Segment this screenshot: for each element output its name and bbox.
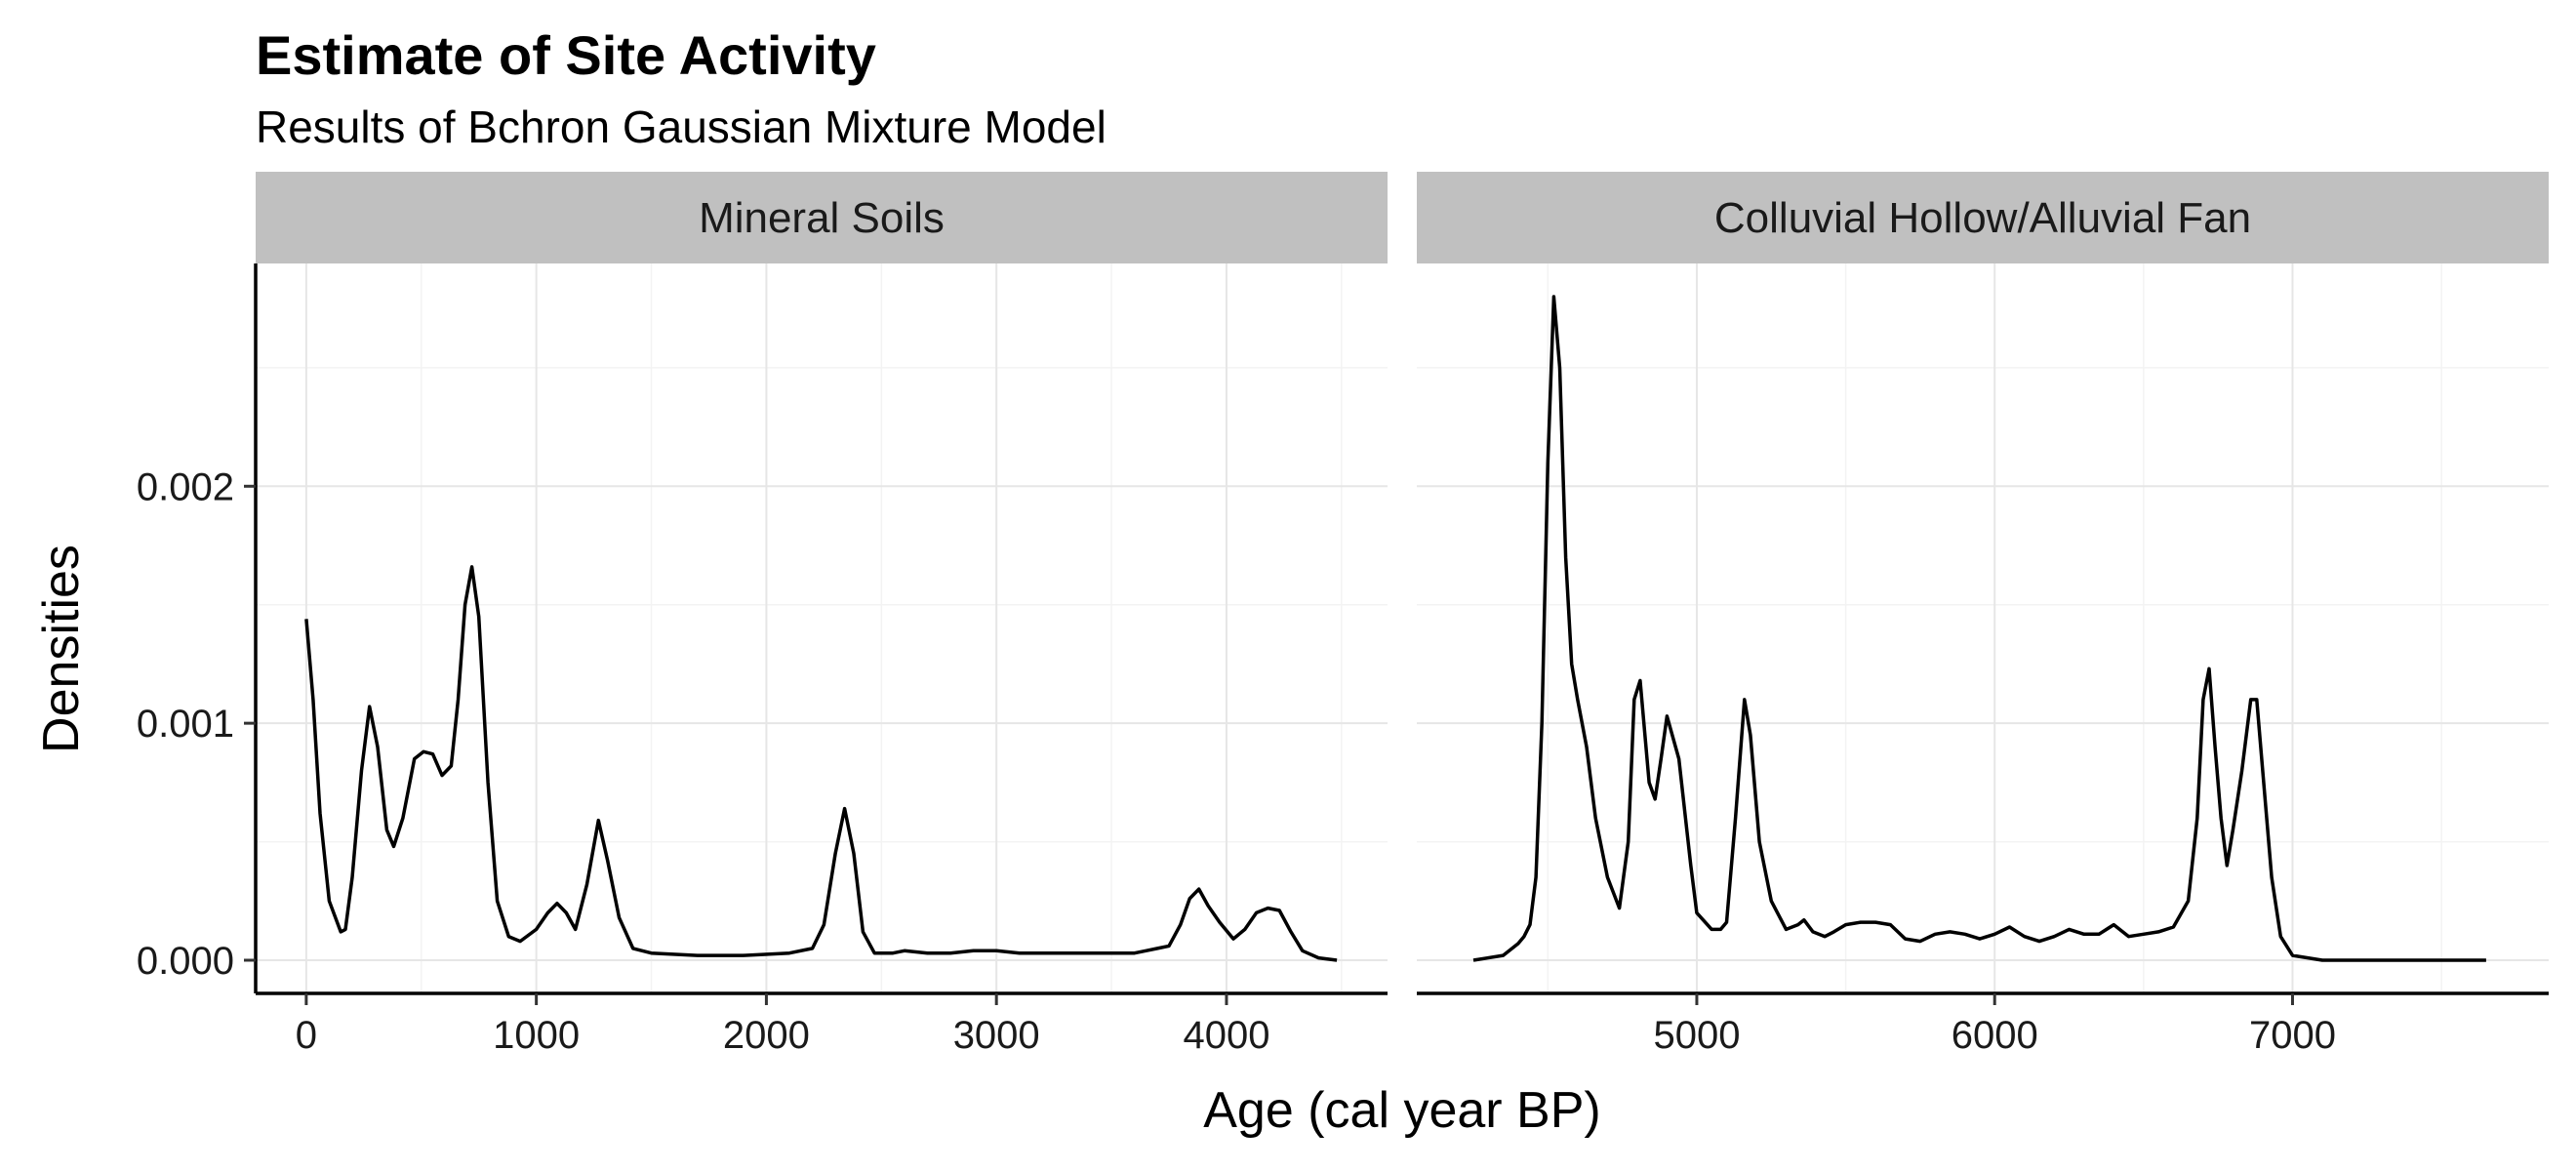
- x-axis-colluvial-hollow: 5000 6000 7000: [1417, 991, 2549, 1057]
- x-axis-mineral-soils: 0 1000 2000 3000 4000: [256, 991, 1388, 1057]
- facet-strip-mineral-soils: [256, 172, 1388, 263]
- facet-strip-label-colluvial-hollow: Colluvial Hollow/Alluvial Fan: [1714, 194, 2251, 242]
- y-axis: 0.000 0.001 0.002: [137, 263, 258, 993]
- x-tick-label: 6000: [1952, 1014, 2038, 1057]
- facet-panel-mineral-soils: Mineral Soils 0 1000 2000 3000 4000: [256, 172, 1388, 1057]
- density-curve: [1472, 295, 2486, 962]
- facet-strip-label-mineral-soils: Mineral Soils: [699, 194, 945, 242]
- x-tick-label: 7000: [2249, 1014, 2336, 1057]
- y-tick-label: 0.002: [137, 465, 234, 508]
- panel-curves: [1472, 295, 2486, 962]
- density-curve: [304, 565, 1338, 962]
- x-tick-label: 1000: [493, 1014, 580, 1057]
- facet-strip-colluvial-hollow: [1417, 172, 2549, 263]
- y-axis-title: Densities: [33, 545, 90, 753]
- x-tick-label: 4000: [1183, 1014, 1269, 1057]
- x-tick-label: 2000: [723, 1014, 810, 1057]
- x-tick-label: 3000: [953, 1014, 1040, 1057]
- x-tick-label: 5000: [1653, 1014, 1740, 1057]
- panel-grid: [256, 263, 1388, 993]
- panel-grid: [1417, 263, 2549, 993]
- chart-title: Estimate of Site Activity: [256, 24, 876, 86]
- y-tick-label: 0.000: [137, 940, 234, 983]
- chart-subtitle: Results of Bchron Gaussian Mixture Model: [256, 101, 1107, 152]
- x-tick-label: 0: [296, 1014, 317, 1057]
- x-axis-title: Age (cal year BP): [1203, 1082, 1601, 1139]
- panel-curves: [304, 565, 1338, 962]
- y-tick-label: 0.001: [137, 703, 234, 746]
- facet-panel-colluvial-hollow: Colluvial Hollow/Alluvial Fan 5000 6000 70…: [1417, 172, 2549, 1057]
